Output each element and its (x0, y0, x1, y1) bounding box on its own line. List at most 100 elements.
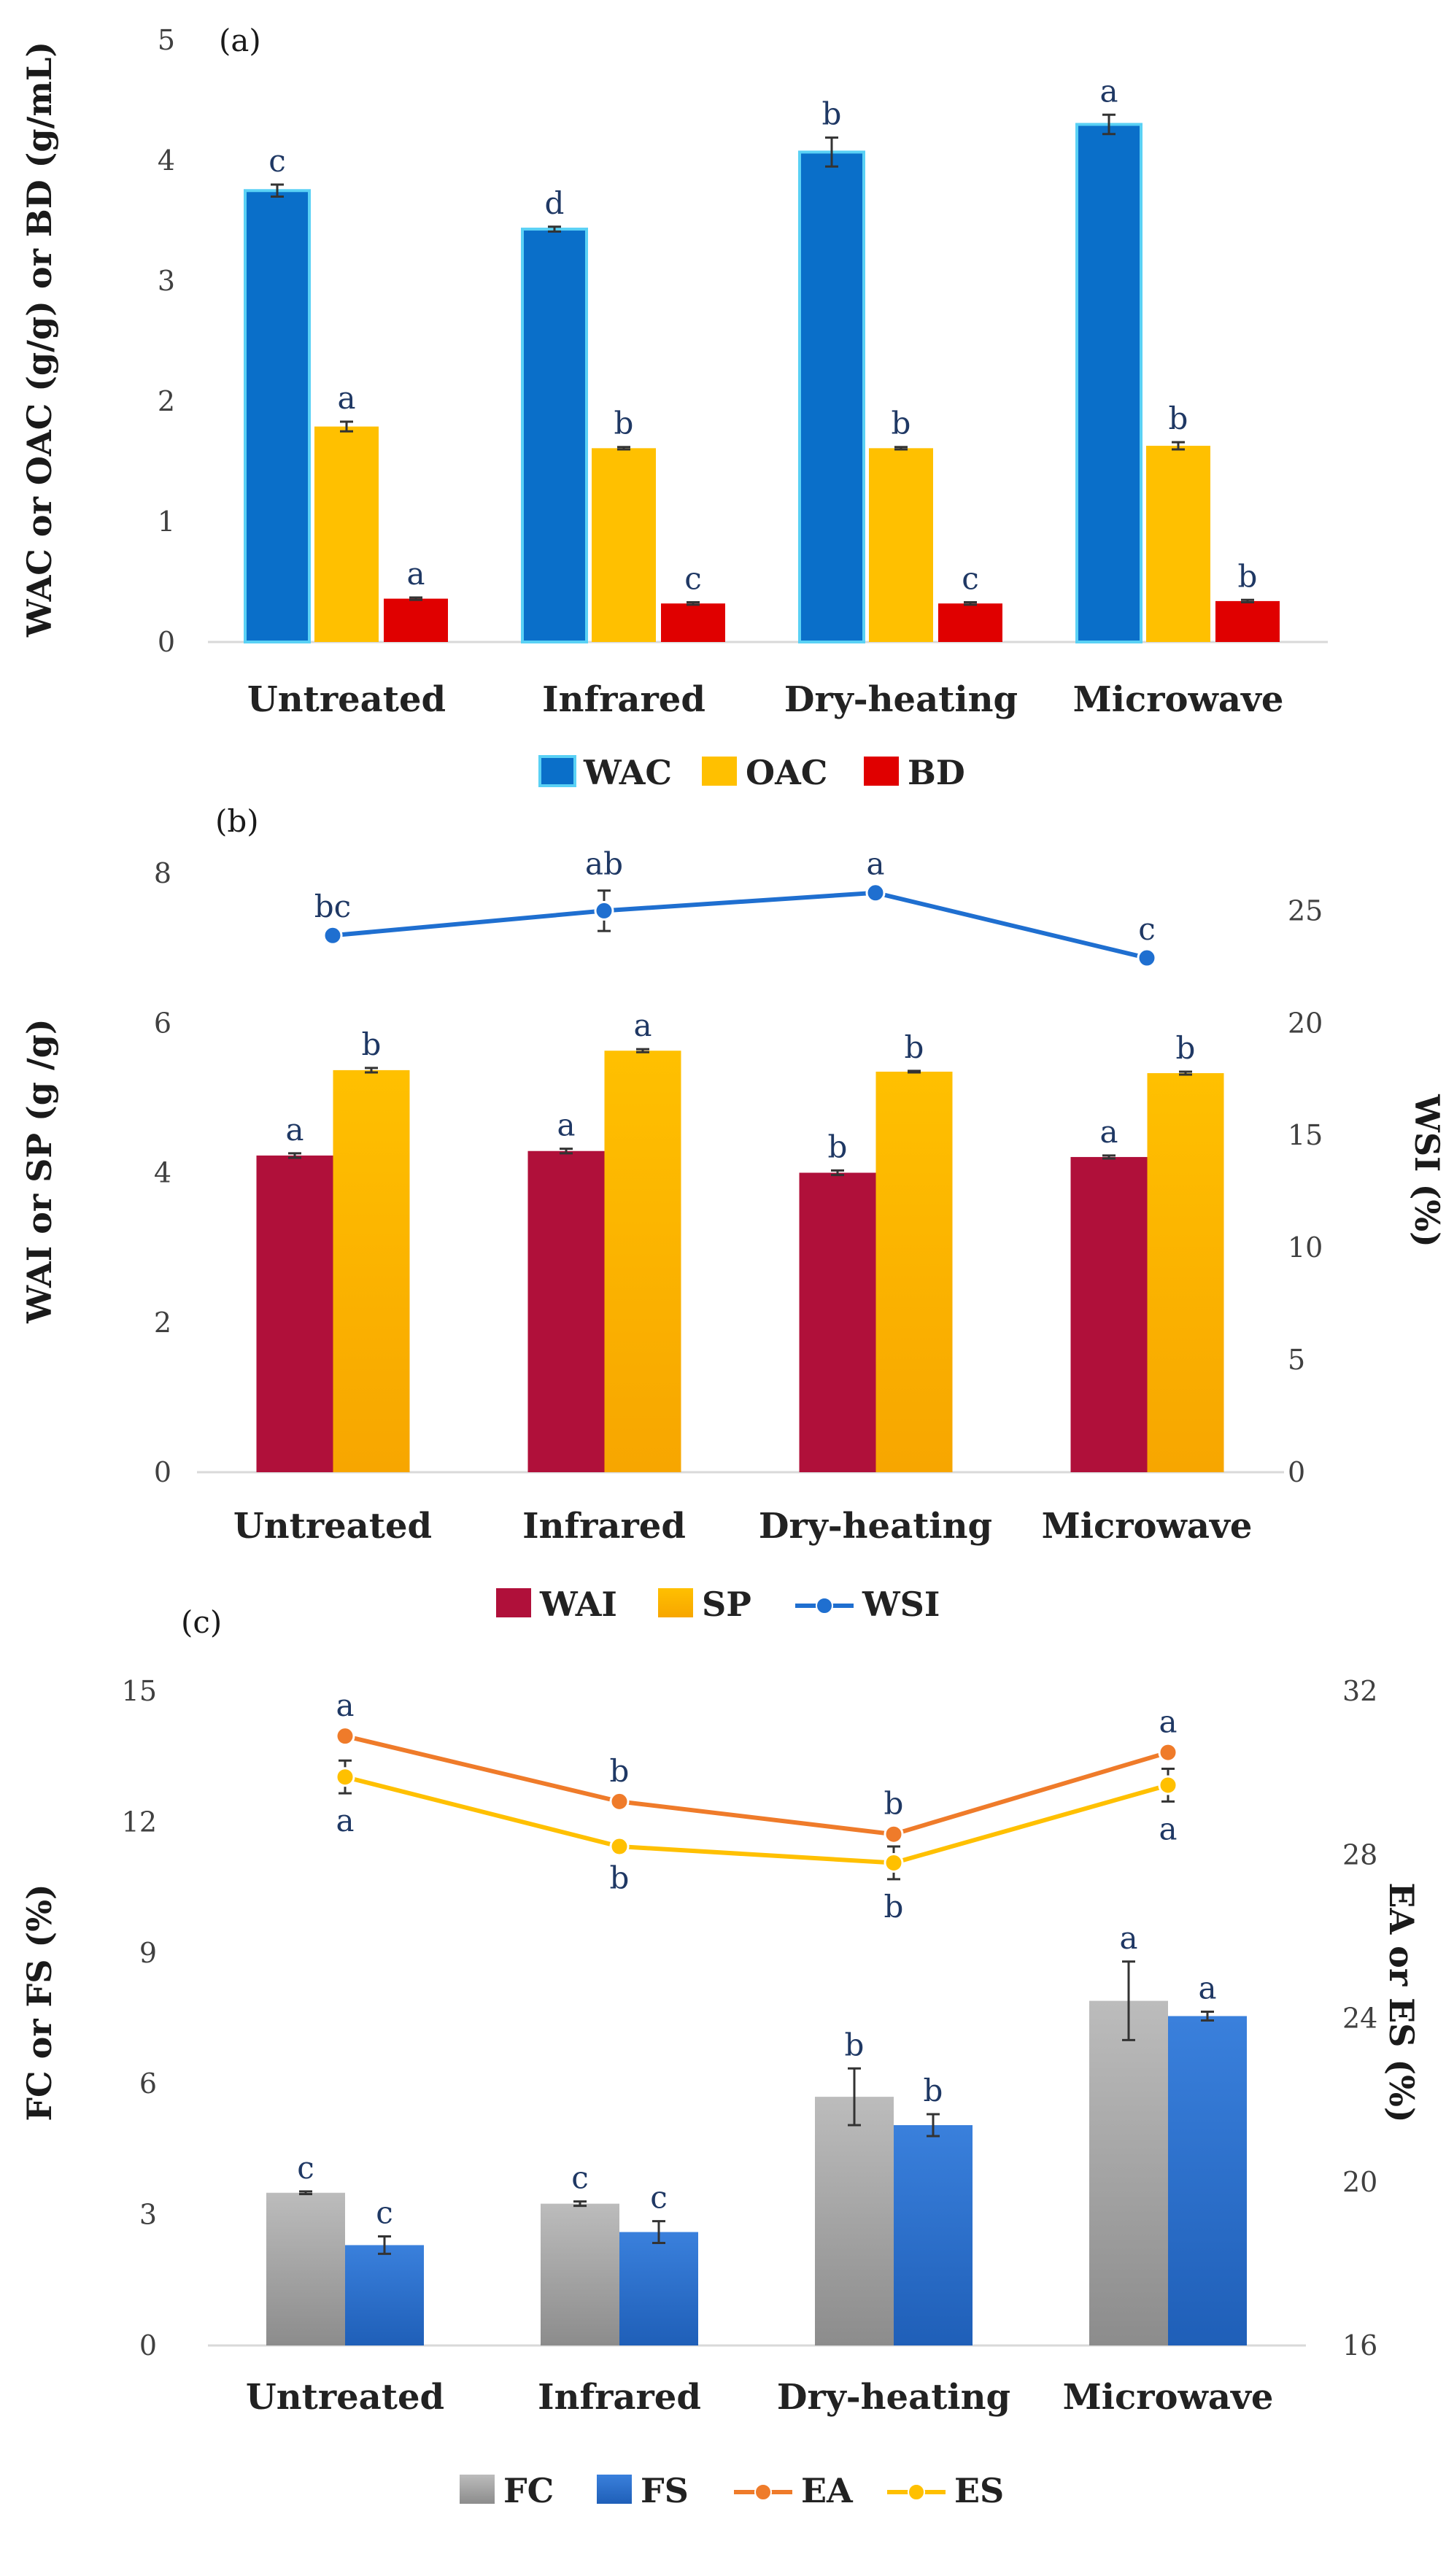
significance-letter: a (336, 1803, 354, 1838)
bar-wai (256, 1155, 333, 1472)
legend-swatch-wai (496, 1588, 531, 1617)
panel-c-chart: (c) 0 3 6 9 12 15 16 20 24 28 32 FC or FS (%) EA or E… (20, 1604, 1421, 2510)
significance-letter: a (1099, 1114, 1118, 1150)
bar-fs (619, 2232, 698, 2345)
point-wsi (322, 925, 343, 945)
y-right-tick-label: 5 (1288, 1344, 1305, 1376)
panel-label: (b) (215, 803, 259, 839)
point-wsi (865, 883, 886, 903)
significance-letter: a (1099, 73, 1118, 109)
significance-letter: a (1198, 1970, 1216, 2006)
y-right-axis-title: EA or ES (%) (1382, 1882, 1421, 2122)
bar-sp (333, 1070, 410, 1472)
legend-label: OAC (746, 753, 827, 792)
y-tick-label: 12 (122, 1806, 157, 1838)
x-category-label: Infrared (542, 679, 705, 720)
legend-marker-wsi (816, 1597, 833, 1614)
legend-swatch-wac (538, 755, 576, 787)
point-ea (1158, 1742, 1178, 1763)
point-es (884, 1852, 904, 1873)
bar-oac (592, 448, 656, 642)
y-tick-label: 2 (158, 385, 175, 417)
bar-bd (1215, 600, 1280, 642)
y-right-tick-label: 24 (1342, 2003, 1377, 2035)
significance-letter: a (337, 380, 355, 416)
significance-letter: b (892, 406, 911, 441)
x-category-label: Dry-heating (784, 679, 1018, 720)
bar-bd (384, 598, 448, 642)
significance-letter: b (1176, 1030, 1196, 1066)
significance-letter: c (571, 2160, 589, 2196)
y-tick-label: 9 (139, 1937, 157, 1969)
point-ea (884, 1824, 904, 1844)
y-tick-label: 3 (139, 2199, 157, 2231)
significance-letter: b (1238, 558, 1258, 594)
y-axis-title: FC or FS (%) (20, 1884, 59, 2121)
significance-letter: ab (585, 846, 623, 882)
significance-letter: a (1159, 1703, 1177, 1739)
x-category-label: Untreated (233, 1506, 432, 1547)
significance-letter: b (884, 1786, 904, 1822)
legend-swatch-fc (460, 2475, 495, 2504)
legend-label: BD (908, 753, 965, 792)
significance-letter: c (650, 2180, 668, 2216)
bar-wac (244, 189, 311, 643)
significance-letter: b (610, 1860, 630, 1896)
bar-sp (1147, 1073, 1224, 1472)
significance-letter: a (633, 1007, 652, 1043)
y-tick-label: 2 (154, 1307, 171, 1339)
legend-marker-es (908, 2483, 925, 2501)
bar-oac (1146, 446, 1210, 642)
significance-letter: a (336, 1687, 354, 1723)
significance-letter: b (905, 1029, 924, 1065)
significance-letter: d (545, 185, 565, 221)
bar-fc (266, 2192, 345, 2345)
y-right-tick-label: 20 (1288, 1007, 1323, 1039)
bar-wai (527, 1150, 605, 1472)
legend-label: SP (702, 1585, 751, 1624)
bar-fc (815, 2097, 894, 2345)
significance-letter: b (845, 2027, 865, 2062)
significance-letter: c (297, 2150, 314, 2186)
point-es (335, 1767, 355, 1787)
y-tick-label: 15 (122, 1675, 157, 1707)
bar-fc (541, 2203, 619, 2345)
x-category-label: Microwave (1042, 1506, 1253, 1547)
bar-wac (798, 150, 865, 643)
panel-b-chart: (b) 0 2 4 6 8 0 5 10 15 20 25 WAI or SP (g /g) WSI (%… (20, 803, 1446, 1624)
x-category-label: Untreated (246, 2377, 444, 2418)
legend-swatch-oac (702, 757, 737, 786)
legend-label: WAI (539, 1585, 617, 1624)
x-category-label: Dry-heating (759, 1506, 992, 1547)
legend-label: FC (503, 2471, 554, 2510)
y-tick-label: 0 (154, 1456, 171, 1488)
significance-letter: b (822, 96, 842, 132)
bar-wac (521, 228, 588, 643)
significance-letter: b (614, 406, 634, 441)
x-category-label: Infrared (522, 1506, 686, 1547)
bar-wai (1070, 1156, 1148, 1472)
bar-fs (1168, 2016, 1247, 2345)
legend-label: WSI (862, 1585, 940, 1624)
y-tick-label: 1 (158, 506, 175, 538)
legend-label: EA (801, 2471, 854, 2510)
y-right-tick-label: 28 (1342, 1838, 1377, 1871)
y-axis-title: WAI or SP (g /g) (20, 1018, 59, 1323)
series-line-ea (344, 1733, 1169, 1837)
significance-letter: a (866, 846, 884, 882)
significance-letter: b (884, 1889, 904, 1925)
y-right-tick-label: 10 (1288, 1231, 1323, 1264)
y-tick-label: 0 (158, 626, 175, 658)
x-category-label: Microwave (1063, 2377, 1274, 2418)
bar-sp (875, 1071, 953, 1472)
y-right-axis-title: WSI (%) (1407, 1094, 1446, 1248)
panel-label: (c) (181, 1604, 222, 1640)
y-tick-label: 6 (139, 2068, 157, 2100)
panel-label: (a) (219, 23, 261, 58)
point-wsi (1137, 948, 1157, 968)
series-line-wsi (332, 890, 1148, 960)
bar-fs (894, 2125, 973, 2345)
y-right-tick-label: 25 (1288, 894, 1323, 927)
legend-label: ES (954, 2471, 1004, 2510)
y-tick-label: 0 (139, 2329, 157, 2362)
